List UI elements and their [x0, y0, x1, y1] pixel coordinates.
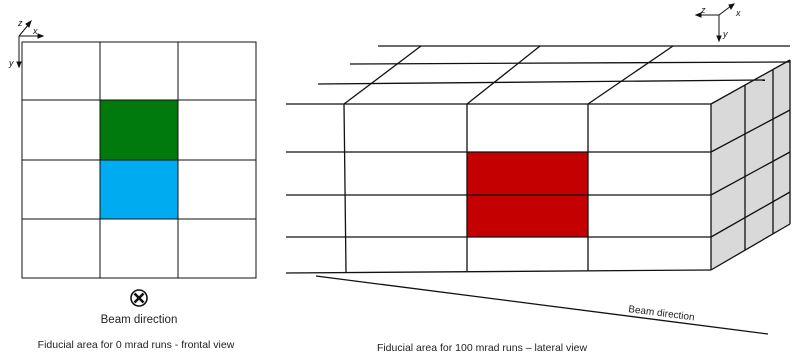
lateral-caption: Fiducial area for 100 mrad runs – latera… — [377, 342, 588, 354]
lateral-side-face — [711, 60, 790, 270]
frontal-axis-x-label: x — [32, 26, 38, 36]
lateral-cell-red-upper — [467, 152, 588, 195]
frontal-axis-y-label: y — [8, 58, 14, 68]
frontal-cell-blue — [100, 160, 178, 219]
lateral-view: z y x — [285, 3, 791, 354]
frontal-axes-icon: x y z — [8, 18, 45, 69]
frontal-axis-z-label: z — [17, 18, 23, 28]
lateral-front-face — [285, 103, 712, 274]
lateral-axis-x-label: x — [735, 8, 741, 18]
frontal-cell-green — [100, 100, 178, 160]
lateral-beam-line — [315, 275, 769, 335]
frontal-view: x y z Beam direction Fiducial area for 0… — [8, 18, 257, 351]
frontal-caption: Fiducial area for 0 mrad runs - frontal … — [38, 339, 235, 351]
lateral-axis-z-label: z — [700, 5, 706, 15]
lateral-axis-y-label: y — [722, 29, 728, 39]
lateral-cell-red-lower — [467, 195, 588, 237]
frontal-grid — [21, 41, 257, 279]
beam-into-page-icon — [130, 289, 148, 307]
frontal-beam-label: Beam direction — [101, 314, 178, 326]
lateral-side-grid — [710, 60, 791, 271]
lateral-axes-icon: z y x — [694, 3, 741, 43]
lateral-top-face — [286, 45, 791, 105]
